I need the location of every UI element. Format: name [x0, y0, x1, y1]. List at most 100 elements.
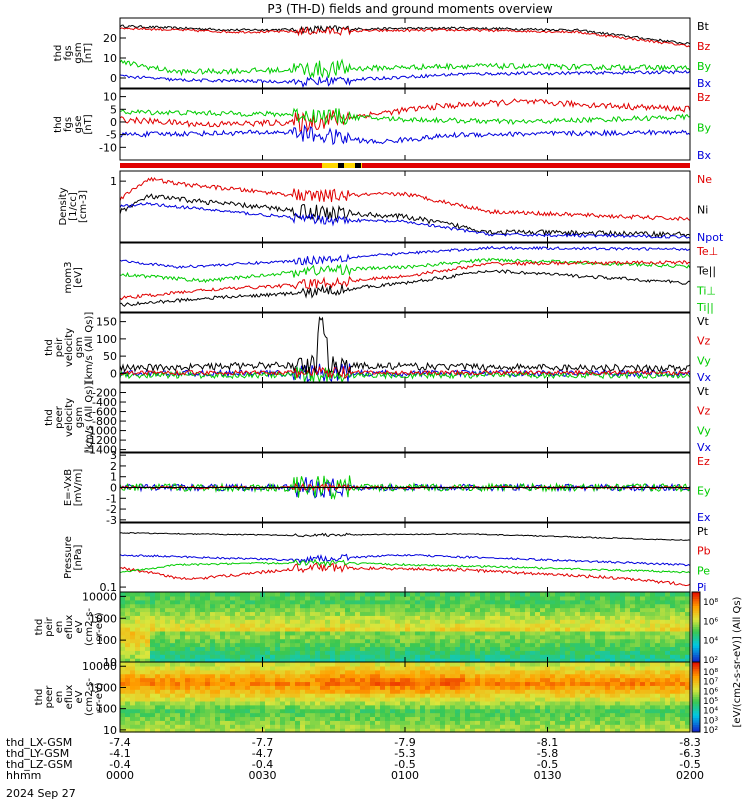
spectrogram-cell — [515, 669, 521, 675]
spectrogram-cell — [400, 693, 406, 698]
spectrogram-cell — [225, 658, 231, 663]
spectrogram-cell — [585, 646, 591, 651]
spectrogram-cell — [545, 619, 551, 624]
spectrogram-cell — [685, 642, 691, 648]
spectrogram-cell — [605, 673, 611, 679]
spectrogram-cell — [580, 627, 586, 632]
spectrogram-cell — [600, 650, 606, 655]
spectrogram-cell — [360, 658, 366, 663]
spectrogram-cell — [650, 665, 656, 671]
spectrogram-cell — [635, 642, 641, 648]
spectrogram-cell — [170, 615, 176, 620]
spectrogram-cell — [355, 642, 361, 648]
spectrogram-cell — [440, 599, 446, 605]
spectrogram-cell — [345, 708, 351, 714]
spectrogram-cell — [420, 712, 426, 718]
spectrogram-cell — [610, 728, 616, 733]
spectrogram-cell — [530, 669, 536, 675]
x-tick-label: 0000 — [106, 769, 134, 782]
spectrogram-cell — [180, 638, 186, 644]
spectrogram-cell — [635, 599, 641, 605]
spectrogram-cell — [570, 685, 576, 690]
spectrogram-cell — [420, 646, 426, 651]
spectrogram-cell — [570, 592, 576, 597]
spectrogram-cell — [175, 607, 181, 613]
spectrogram-cell — [275, 673, 281, 679]
spectrogram-cell — [135, 689, 141, 694]
spectrogram-cell — [190, 689, 196, 694]
spectrogram-cell — [160, 665, 166, 671]
spectrogram-cell — [625, 669, 631, 675]
spectrogram-cell — [625, 677, 631, 683]
spectrogram-cell — [655, 638, 661, 644]
spectrogram-cell — [180, 716, 186, 721]
spectrogram-cell — [340, 685, 346, 690]
spectrogram-cell — [235, 646, 241, 651]
spectrogram-cell — [490, 603, 496, 609]
spectrogram-cell — [235, 654, 241, 659]
spectrogram-cell — [570, 603, 576, 609]
spectrogram-cell — [170, 627, 176, 632]
spectrogram-cell — [370, 700, 376, 706]
spectrogram-cell — [395, 669, 401, 675]
spectrogram-cell — [340, 592, 346, 597]
spectrogram-cell — [260, 611, 266, 616]
spectrogram-cell — [140, 615, 146, 620]
spectrogram-cell — [385, 634, 391, 640]
spectrogram-cell — [545, 700, 551, 706]
y-axis-label: gse — [73, 116, 84, 134]
spectrogram-cell — [545, 630, 551, 636]
spectrogram-cell — [665, 599, 671, 605]
spectrogram-cell — [655, 654, 661, 659]
spectrogram-cell — [460, 693, 466, 698]
spectrogram-cell — [250, 615, 256, 620]
spectrogram-cell — [595, 677, 601, 683]
spectrogram-cell — [190, 646, 196, 651]
spectrogram-cell — [605, 693, 611, 698]
spectrogram-cell — [320, 611, 326, 616]
spectrogram-cell — [425, 728, 431, 733]
spectrogram-cell — [525, 650, 531, 655]
spectrogram-cell — [625, 673, 631, 679]
spectrogram-cell — [555, 673, 561, 679]
spectrogram-cell — [580, 630, 586, 636]
spectrogram-cell — [525, 646, 531, 651]
spectrogram-cell — [465, 627, 471, 632]
spectrogram-cell — [180, 619, 186, 624]
spectrogram-cell — [295, 720, 301, 725]
spectrogram-cell — [495, 700, 501, 706]
spectrogram-cell — [470, 669, 476, 675]
spectrogram-cell — [280, 646, 286, 651]
spectrogram-cell — [195, 677, 201, 683]
spectrogram-cell — [195, 654, 201, 659]
spectrogram-cell — [135, 619, 141, 624]
y-axis-label: velocity — [64, 398, 75, 437]
spectrogram-cell — [160, 638, 166, 644]
spectrogram-cell — [215, 595, 221, 601]
spectrogram-cell — [450, 603, 456, 609]
spectrogram-cell — [680, 611, 686, 616]
spectrogram-cell — [670, 607, 676, 613]
spectrogram-cell — [565, 634, 571, 640]
spectrogram-cell — [510, 704, 516, 710]
spectrogram-cell — [295, 673, 301, 679]
spectrogram-cell — [280, 720, 286, 725]
spectrogram-cell — [560, 673, 566, 679]
spectrogram-cell — [335, 677, 341, 683]
spectrogram-cell — [665, 673, 671, 679]
spectrogram-cell — [235, 599, 241, 605]
spectrogram-cell — [445, 650, 451, 655]
spectrogram-cell — [320, 704, 326, 710]
spectrogram-cell — [665, 669, 671, 675]
spectrogram-cell — [625, 623, 631, 628]
spectrogram-cell — [640, 708, 646, 714]
series-line-Ti⊥ — [119, 245, 691, 269]
spectrogram-cell — [595, 627, 601, 632]
spectrogram-cell — [640, 611, 646, 616]
spectrogram-cell — [365, 595, 371, 601]
spectrogram-cell — [590, 708, 596, 714]
spectrogram-cell — [285, 693, 291, 698]
spectrogram-cell — [680, 595, 686, 601]
spectrogram-cell — [160, 724, 166, 729]
spectrogram-cell — [200, 708, 206, 714]
